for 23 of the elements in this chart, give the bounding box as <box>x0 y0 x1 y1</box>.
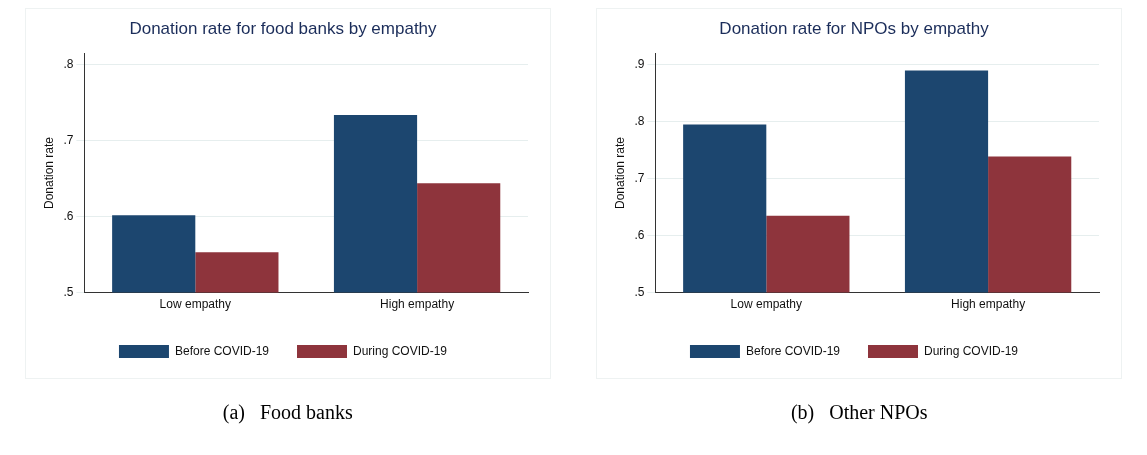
x-tick-label: Low empathy <box>159 297 231 312</box>
legend-label: Before COVID-19 <box>746 343 841 358</box>
text: (b) Other NPOs <box>790 401 928 424</box>
y-tick-label: .8 <box>634 114 645 129</box>
y-tick-label: .5 <box>63 284 74 299</box>
y-tick-label: .9 <box>634 57 645 72</box>
y-axis-title: Donation rate <box>612 136 627 210</box>
legend-label: During COVID-19 <box>352 343 448 358</box>
y-tick-label: .6 <box>63 208 74 223</box>
x-tick-label: High empathy <box>379 297 454 312</box>
x-tick-label: High empathy <box>951 297 1026 312</box>
y-tick-label: .8 <box>63 57 74 72</box>
legend-label: Before COVID-19 <box>174 343 270 358</box>
y-tick-label: .5 <box>634 284 645 299</box>
y-tick-label: .6 <box>634 227 645 242</box>
y-tick-label: .7 <box>63 133 74 148</box>
text: (a) Food banks <box>222 401 353 424</box>
legend-label: During COVID-19 <box>924 343 1019 358</box>
chart-title: Donation rate for food banks by empathy <box>129 18 437 38</box>
chart-title: Donation rate for NPOs by empathy <box>719 18 990 38</box>
y-tick-label: .7 <box>634 171 645 186</box>
y-axis-title: Donation rate <box>41 136 56 210</box>
x-tick-label: Low empathy <box>730 297 803 312</box>
